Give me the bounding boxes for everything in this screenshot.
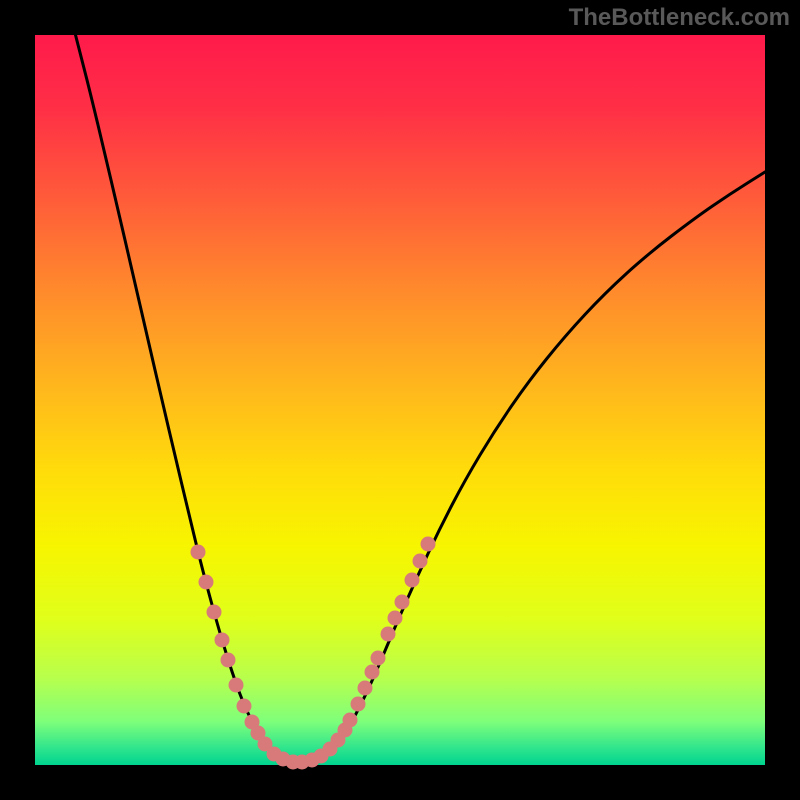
marker-point [358,681,373,696]
marker-point [371,651,386,666]
marker-point [365,665,380,680]
bottleneck-chart [0,0,800,800]
marker-point [229,678,244,693]
figure-root: TheBottleneck.com [0,0,800,800]
marker-point [191,545,206,560]
marker-point [343,713,358,728]
marker-point [413,554,428,569]
marker-point [215,633,230,648]
marker-point [237,699,252,714]
marker-point [395,595,410,610]
marker-point [207,605,222,620]
marker-point [221,653,236,668]
plot-background [35,35,765,765]
marker-point [351,697,366,712]
marker-point [381,627,396,642]
marker-point [388,611,403,626]
marker-point [199,575,214,590]
marker-point [421,537,436,552]
marker-point [405,573,420,588]
